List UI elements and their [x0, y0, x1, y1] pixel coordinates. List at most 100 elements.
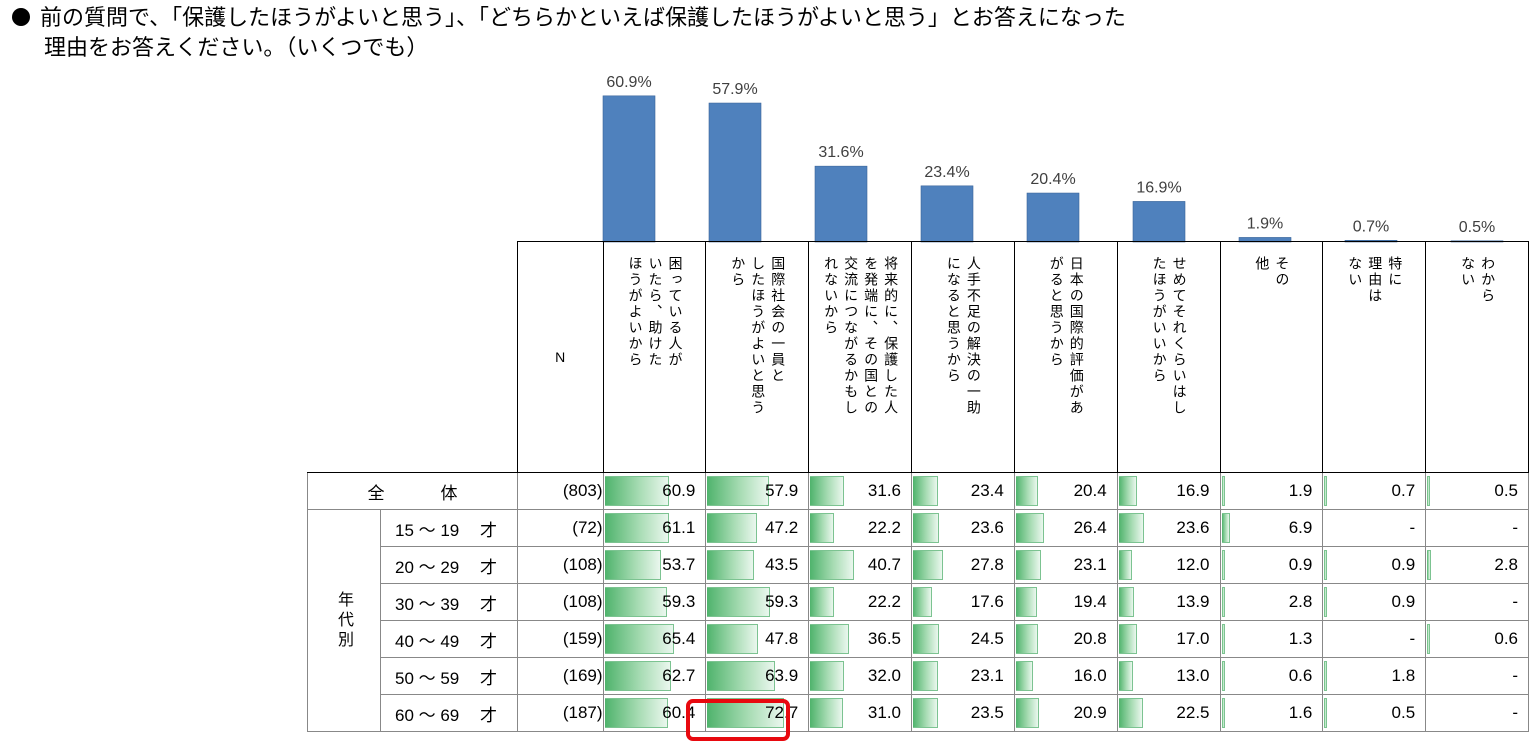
cell-value: 0.6	[1288, 666, 1313, 685]
value-cell-inner: 60.9	[604, 473, 706, 509]
cell-value: 59.3	[662, 592, 696, 611]
age-unit: 才	[479, 705, 497, 725]
value-cell-inner: 0.7	[1323, 473, 1425, 509]
cell-value: 47.2	[765, 518, 799, 537]
value-cell: 0.6	[1425, 620, 1529, 658]
value-cell-inner: 0.9	[1323, 584, 1425, 620]
cell-value: 13.9	[1176, 592, 1210, 611]
column-header-text: その 他	[1253, 256, 1290, 288]
value-cell: 2.8	[1219, 583, 1324, 621]
value-cell: 1.3	[1219, 620, 1324, 658]
value-cell: 0.7	[1322, 472, 1427, 510]
value-cell: -	[1425, 509, 1529, 547]
cell-value: 63.9	[765, 666, 799, 685]
value-cell: 59.3	[602, 583, 707, 621]
column-header-text: 困っている人が いたら、助けた ほうがよいから	[626, 256, 683, 368]
cell-bar	[707, 624, 759, 654]
cell-value: -	[1512, 518, 1518, 537]
overall-bar-label: 16.9%	[1136, 179, 1181, 196]
value-cell: 43.5	[705, 546, 810, 584]
value-cell: 17.6	[911, 583, 1015, 621]
row-label: 30 ～ 39 才	[380, 583, 518, 621]
value-cell: 16.0	[1013, 657, 1118, 695]
value-cell: 20.4	[1013, 472, 1118, 510]
value-cell: 16.9	[1116, 472, 1221, 510]
value-cell: 22.2	[808, 583, 913, 621]
column-header: 将来的に、保護した人 を発端に、その国との 交流につながるかもし れないから	[808, 241, 913, 473]
overall-bar	[920, 185, 974, 243]
cell-value: 31.0	[867, 703, 902, 722]
overall-bar-label: 60.9%	[606, 74, 651, 91]
row-label-part: 全	[367, 483, 385, 503]
value-cell: 0.9	[1219, 546, 1324, 584]
n-value: (72)	[516, 509, 604, 547]
cell-value: -	[1409, 629, 1416, 648]
cell-bar	[1118, 476, 1138, 506]
value-cell: -	[1425, 657, 1529, 695]
value-cell: 60.9	[602, 472, 707, 510]
value-cell: -	[1322, 509, 1427, 547]
cell-bar	[707, 550, 754, 580]
cell-bar	[604, 513, 670, 543]
cell-bar	[810, 513, 835, 543]
cell-value: 17.0	[1176, 629, 1210, 648]
table-row: 60 ～ 69 才 (187) 60.4 72.7 31.0 23.5 20.9 22.5 1.6…	[308, 694, 1529, 732]
value-cell: 22.2	[808, 509, 913, 547]
age-range: 15 ～ 19	[395, 520, 460, 540]
total-row: 全体 (803) 60.9 57.9 31.6 23.4 20.4 16.9 1.9 0.7 0.5	[307, 472, 1529, 510]
value-cell: 23.6	[911, 509, 1015, 547]
cell-bar	[1324, 476, 1328, 506]
column-header-text: 日本の国際的評価があ がると思うから	[1047, 256, 1084, 416]
cell-value: 43.5	[765, 555, 799, 574]
value-cell-inner: 23.1	[1015, 547, 1117, 583]
table-row: 30 ～ 39 才 (108) 59.3 59.3 22.2 17.6 19.4 13.9 2.8…	[308, 583, 1529, 621]
value-cell-inner: 23.1	[912, 658, 1014, 694]
value-cell-inner: 13.0	[1118, 658, 1220, 694]
value-cell-inner: 19.4	[1015, 584, 1117, 620]
value-cell-inner: 47.8	[706, 621, 808, 657]
value-cell: 61.1	[602, 509, 707, 547]
cell-value: 47.8	[765, 629, 799, 648]
overall-bar	[1132, 201, 1186, 243]
overall-bar	[814, 165, 868, 243]
cell-value: 0.9	[1391, 592, 1416, 611]
age-range: 60 ～ 69	[395, 705, 460, 725]
cell-value: 26.4	[1073, 518, 1107, 537]
row-label-text: 20 ～ 29 才	[381, 547, 517, 583]
column-header-text: 特に 理由は ない	[1346, 256, 1403, 304]
cell-bar	[1427, 550, 1432, 580]
cell-value: 31.6	[867, 481, 902, 500]
value-cell-inner: 40.7	[809, 547, 911, 583]
value-cell: 27.8	[911, 546, 1015, 584]
value-cell-inner: 20.9	[1015, 695, 1117, 731]
cell-bar	[604, 698, 669, 728]
value-cell-inner: 23.6	[1118, 510, 1220, 546]
table-row: 40 ～ 49 才 (159) 65.4 47.8 36.5 24.5 20.8 17.0 1.3…	[308, 620, 1529, 658]
cell-bar	[1427, 476, 1431, 506]
column-header-text: 人手不足の解決の一助 になると思うから	[944, 256, 981, 416]
value-cell-inner: 62.7	[604, 658, 706, 694]
overall-bar-label: 0.5%	[1459, 219, 1495, 236]
cell-bar	[1015, 661, 1034, 691]
row-label: 50 ～ 59 才	[380, 657, 518, 695]
cell-value: 32.0	[867, 666, 902, 685]
value-cell-inner: 20.4	[1015, 473, 1117, 509]
cell-value: 0.5	[1494, 481, 1518, 500]
cell-bar	[1118, 513, 1145, 543]
value-cell: 31.0	[808, 694, 913, 732]
cell-value: 0.5	[1391, 703, 1416, 722]
value-cell: 22.5	[1116, 694, 1221, 732]
age-range: 30 ～ 39	[395, 594, 460, 614]
header-row: N 困っている人が いたら、助けた ほうがよいから 国際社会の一員と したほうがよい…	[307, 241, 1529, 473]
value-cell: 6.9	[1219, 509, 1324, 547]
value-cell: 23.4	[911, 472, 1015, 510]
cell-bar	[810, 661, 845, 691]
value-cell-inner: 32.0	[809, 658, 911, 694]
cell-bar	[1221, 661, 1225, 691]
cell-bar	[1118, 587, 1135, 617]
bullet-icon	[12, 8, 30, 26]
cell-value: 1.6	[1288, 703, 1313, 722]
cell-bar	[913, 550, 943, 580]
value-cell-inner: 23.6	[912, 510, 1014, 546]
value-cell-inner: 27.8	[912, 547, 1014, 583]
